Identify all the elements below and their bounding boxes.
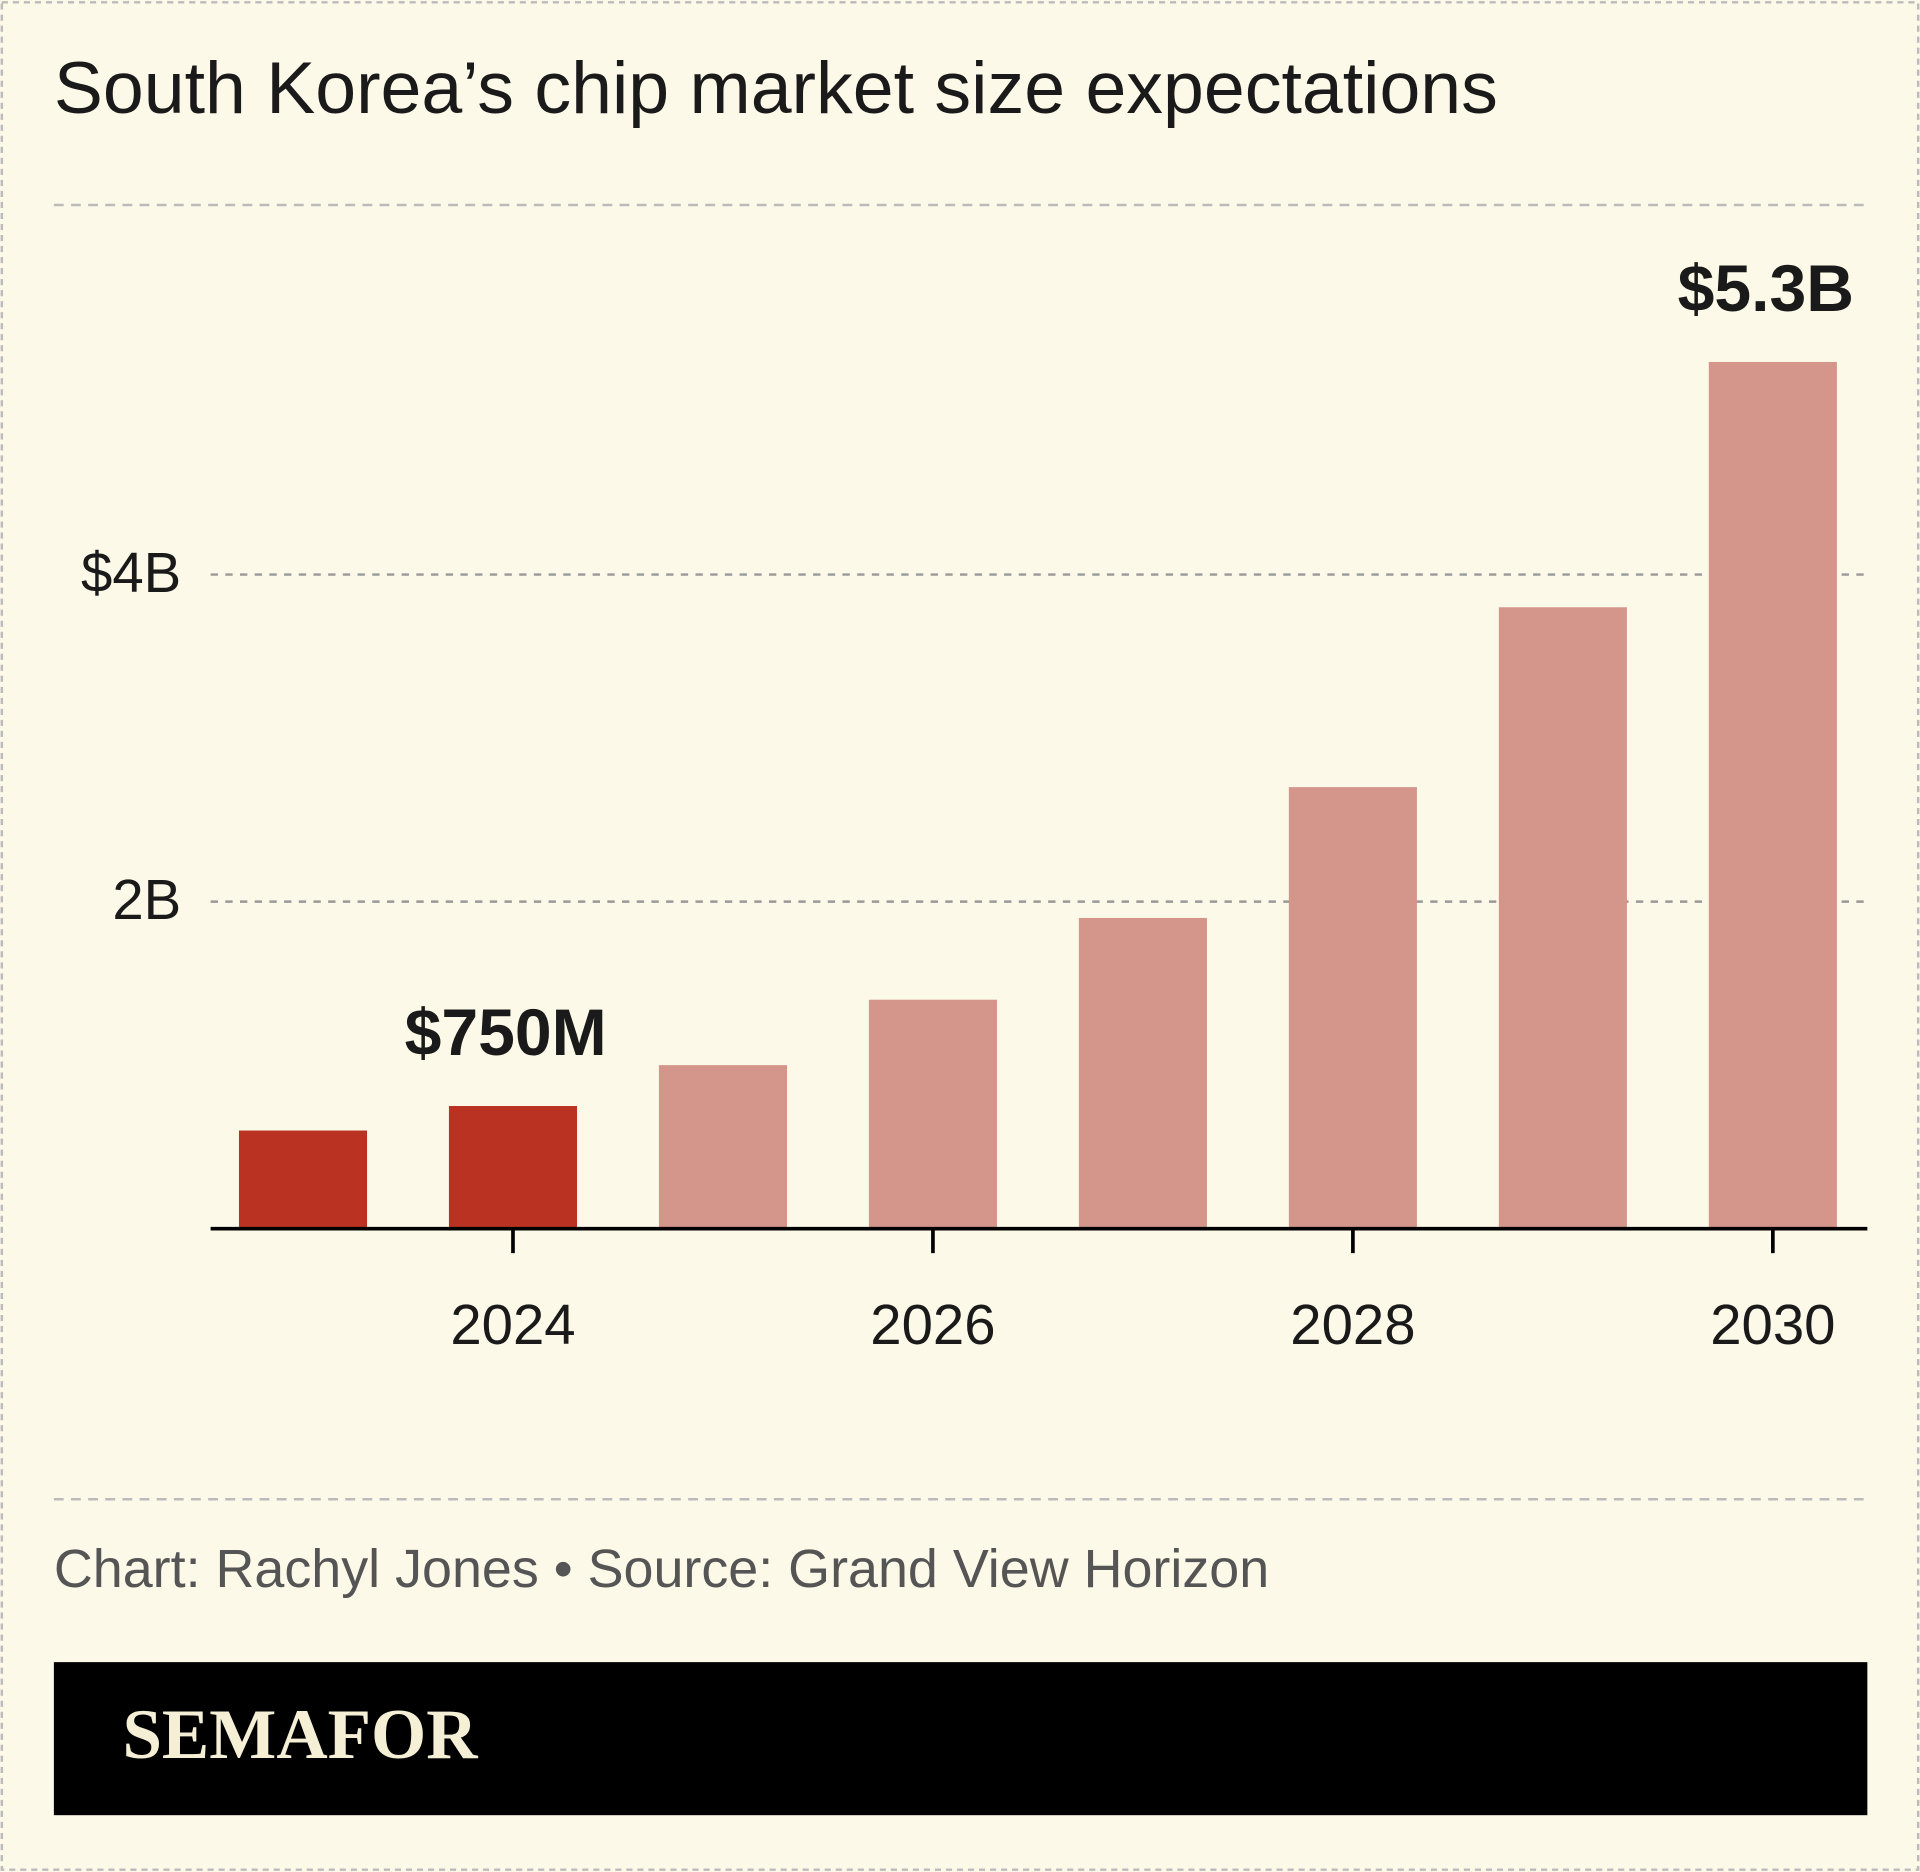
x-tick-label: 2030 — [1710, 1293, 1835, 1356]
bar — [238, 1130, 368, 1229]
bar — [1288, 787, 1417, 1229]
footer: Chart: Rachyl Jones • Source: Grand View… — [54, 1539, 1269, 1599]
x-tick-label: 2028 — [1290, 1293, 1415, 1356]
bar — [868, 999, 997, 1229]
bar — [1498, 607, 1627, 1229]
brand-bar — [53, 1662, 1868, 1816]
x-tick-label: 2024 — [450, 1293, 575, 1356]
y-tick-label: $4B — [81, 541, 181, 604]
plot: 2B $4B $750M $5.3B 2024 2026 2028 2030 — [81, 252, 1868, 1356]
bar — [448, 1106, 578, 1229]
chart-title: South Korea’s chip market size expectati… — [54, 46, 1498, 129]
bar — [658, 1065, 788, 1229]
bar — [1078, 917, 1207, 1229]
x-tick-label: 2026 — [870, 1293, 995, 1356]
y-tick-label: 2B — [112, 868, 181, 931]
bar — [1708, 361, 1837, 1229]
value-label: $750M — [405, 996, 607, 1070]
value-label: $5.3B — [1678, 252, 1854, 326]
brand: SEMAFOR — [122, 1696, 478, 1774]
